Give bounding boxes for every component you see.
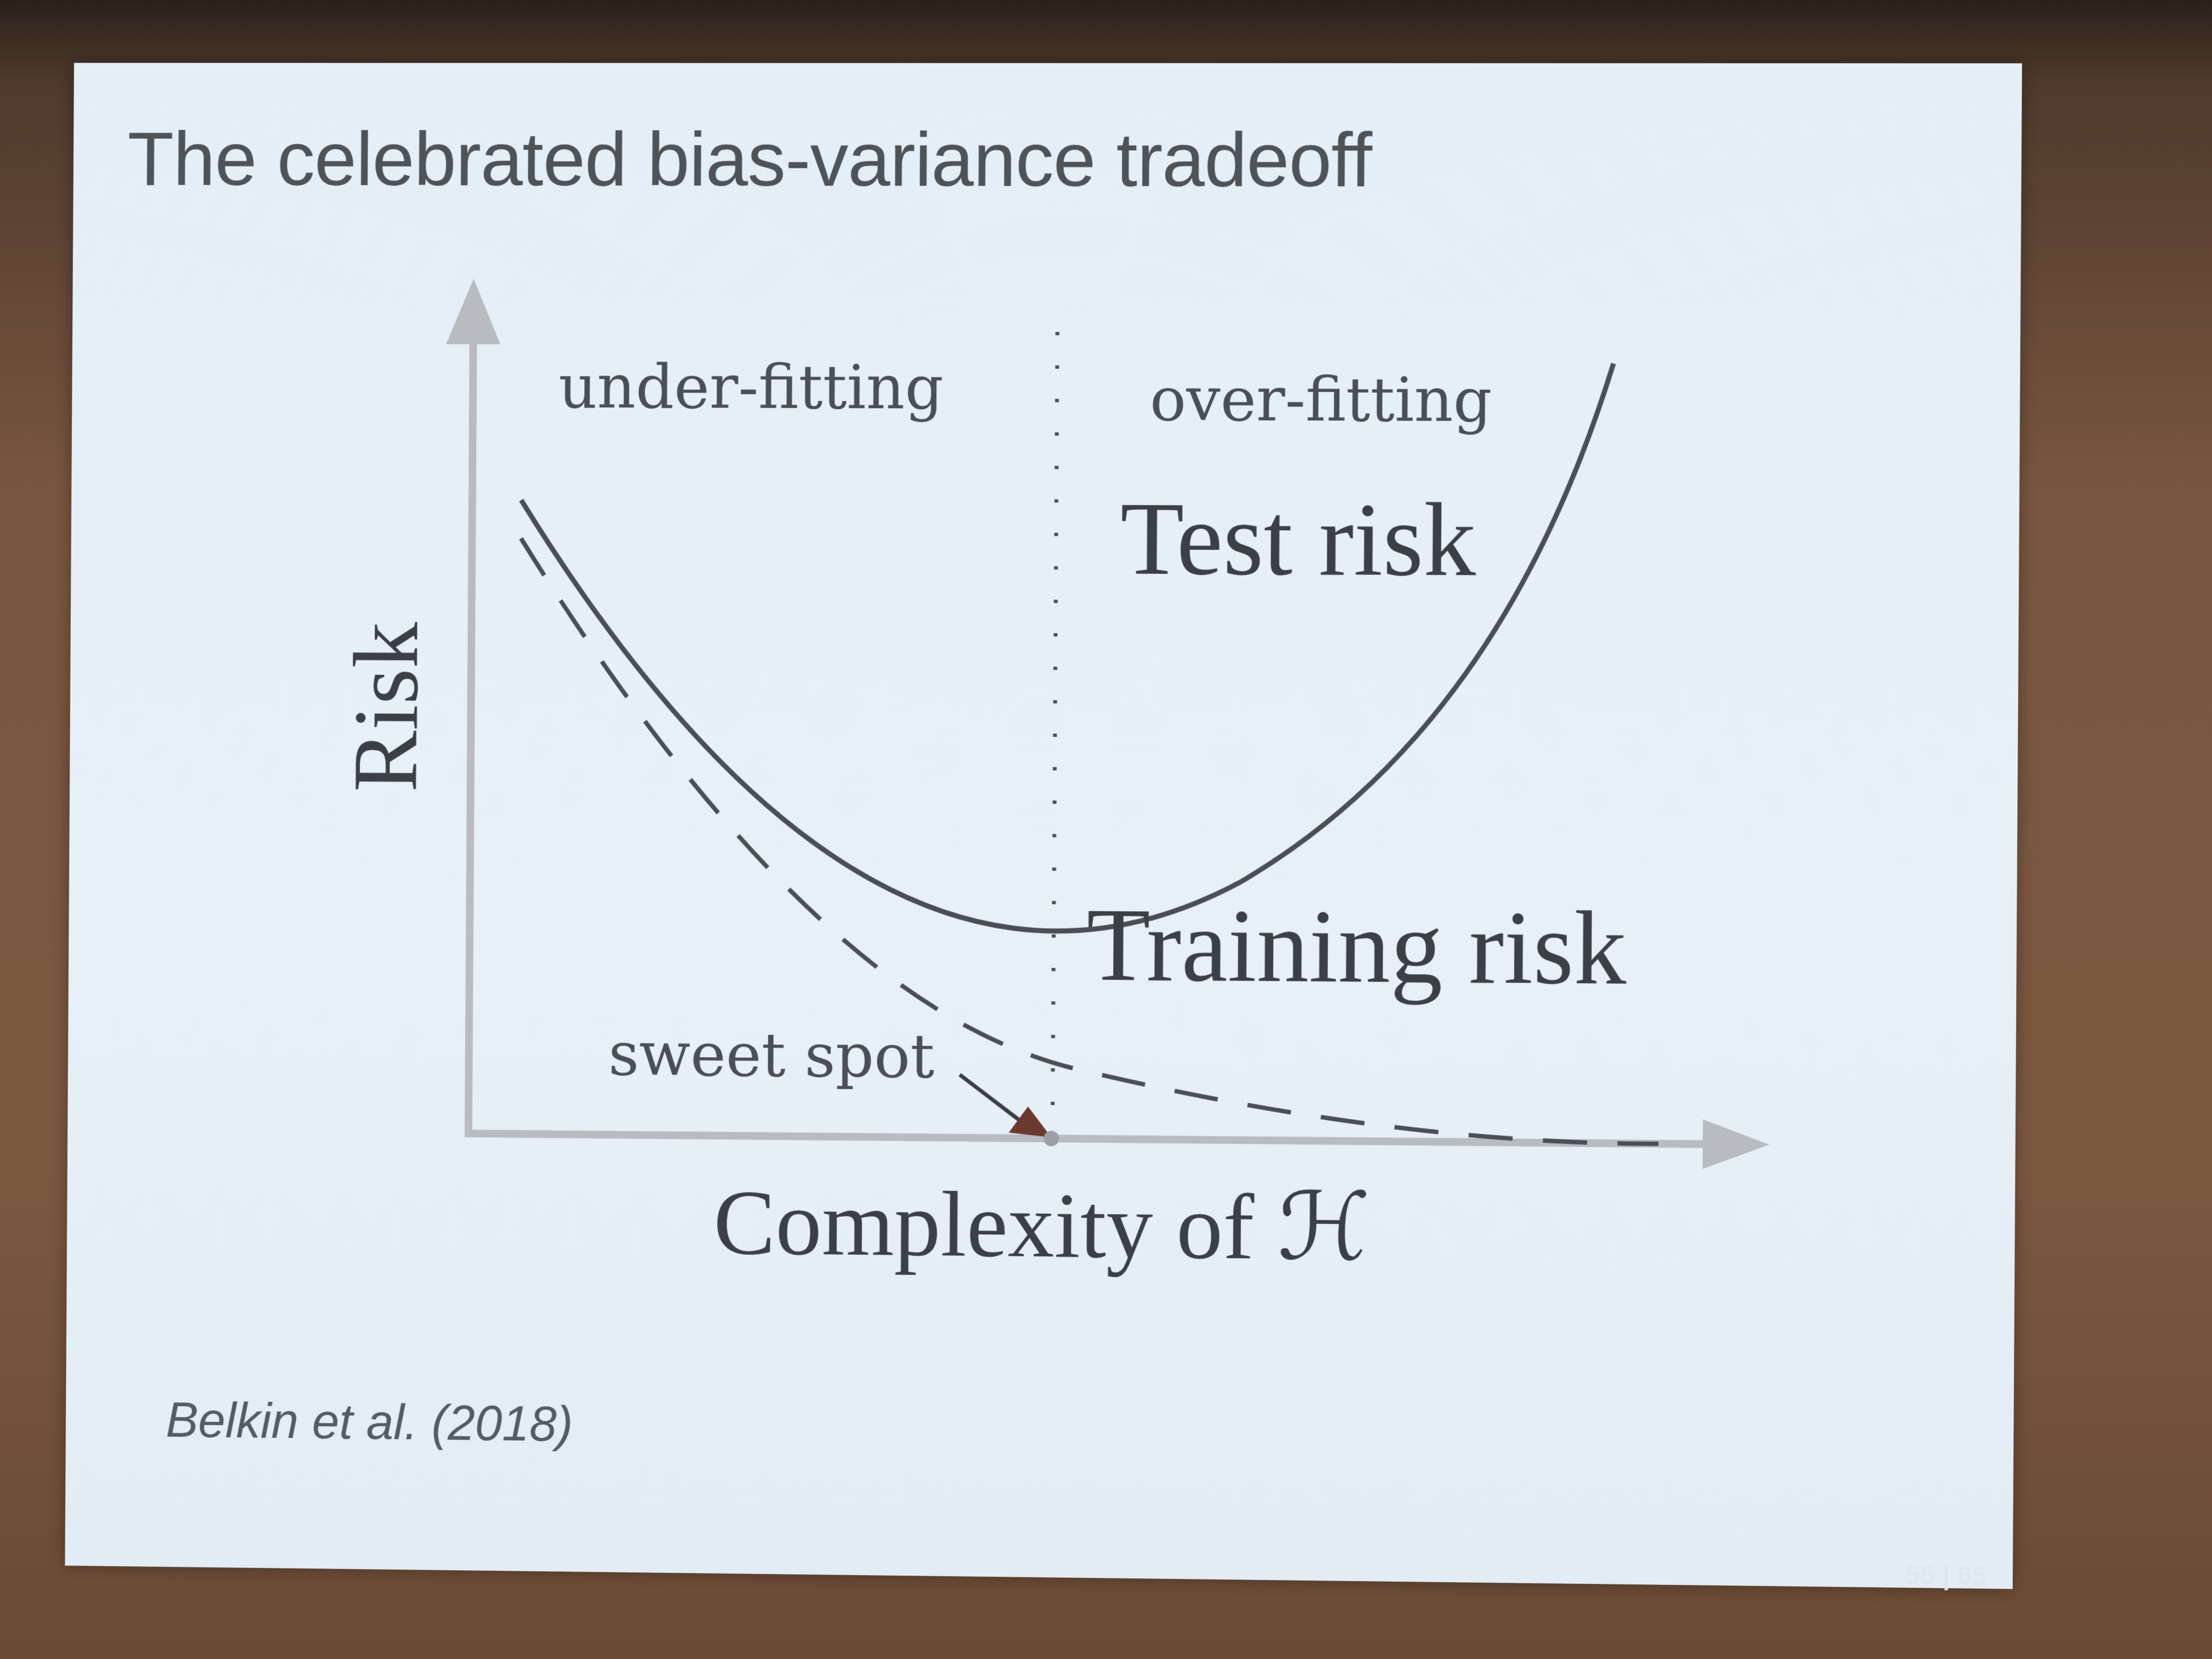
sweet-spot-label: sweet spot (608, 1019, 935, 1092)
region-label-under-fitting: under-fitting (558, 351, 944, 422)
bias-variance-diagram: Risk Complexity of ℋ under-fitting over-… (65, 63, 2022, 1589)
citation: Belkin et al. (2018) (166, 1392, 573, 1453)
projected-slide: The celebrated bias-variance tradeoff Ri… (65, 63, 2022, 1589)
page-number: 55 | 65 (1905, 1560, 1987, 1592)
x-axis-arrowhead (1703, 1119, 1770, 1170)
sweet-spot-arrowhead (1009, 1107, 1052, 1138)
sweet-spot-arrow (960, 1075, 1025, 1125)
y-axis (469, 320, 473, 1133)
test-risk-label: Test risk (1120, 481, 1476, 598)
test-risk-curve (518, 361, 1613, 935)
training-risk-label: Training risk (1086, 887, 1627, 1006)
sweet-spot-divider (1052, 332, 1057, 1133)
region-label-over-fitting: over-fitting (1150, 364, 1492, 436)
sweet-spot-marker (1043, 1131, 1059, 1146)
x-axis-label: Complexity of ℋ (713, 1170, 1370, 1280)
y-axis-label: Risk (334, 622, 438, 793)
y-axis-arrowhead (446, 279, 501, 345)
x-axis (465, 1133, 1708, 1144)
